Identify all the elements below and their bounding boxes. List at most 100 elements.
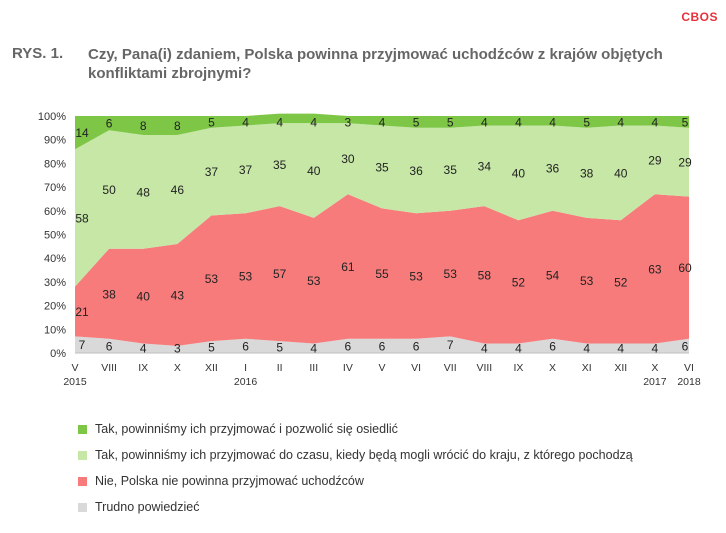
data-label: 8: [174, 119, 181, 133]
y-tick-label: 50%: [44, 230, 66, 242]
data-label: 40: [614, 166, 628, 180]
data-label: 53: [580, 274, 594, 288]
x-tick-label: II: [277, 362, 283, 374]
x-tick-label: IV: [343, 362, 353, 374]
data-label: 4: [481, 342, 488, 356]
data-label: 3: [174, 342, 181, 356]
data-label: 4: [310, 342, 317, 356]
data-label: 54: [546, 268, 560, 282]
data-label: 40: [512, 166, 526, 180]
y-tick-label: 70%: [44, 182, 66, 194]
y-tick-label: 90%: [44, 135, 66, 147]
data-label: 40: [137, 290, 151, 304]
data-label: 5: [447, 116, 454, 130]
data-label: 5: [583, 116, 590, 130]
data-label: 6: [413, 339, 420, 353]
x-tick-label: XII: [614, 362, 627, 374]
data-label: 4: [515, 342, 522, 356]
x-tick-label: IX: [138, 362, 148, 374]
data-label: 4: [549, 116, 556, 130]
data-label: 58: [75, 211, 89, 225]
data-label: 46: [171, 183, 185, 197]
data-label: 5: [682, 116, 689, 130]
data-label: 61: [341, 260, 355, 274]
data-label: 6: [379, 339, 386, 353]
data-label: 5: [276, 341, 283, 355]
legend-item: Tak, powinniśmy ich przyjmować i pozwoli…: [78, 416, 633, 442]
data-label: 5: [413, 116, 420, 130]
figure-number: RYS. 1.: [12, 45, 64, 62]
data-label: 4: [583, 342, 590, 356]
data-label: 4: [140, 342, 147, 356]
x-tick-label: XI: [582, 362, 592, 374]
legend-item: Nie, Polska nie powinna przyjmować uchod…: [78, 468, 633, 494]
data-label: 6: [106, 339, 113, 353]
series-area: [75, 336, 689, 353]
data-label: 6: [345, 339, 352, 353]
y-tick-label: 80%: [44, 158, 66, 170]
x-tick-label: VIII: [101, 362, 117, 374]
data-label: 21: [75, 305, 89, 319]
chart-legend: Tak, powinniśmy ich przyjmować i pozwoli…: [78, 416, 633, 520]
data-label: 38: [102, 287, 116, 301]
data-label: 6: [682, 339, 689, 353]
data-label: 36: [546, 162, 560, 176]
data-label: 34: [478, 159, 492, 173]
x-tick-label: V: [378, 362, 385, 374]
data-label: 37: [239, 163, 253, 177]
brand-logo: CBOS: [681, 10, 718, 24]
x-tick-label: X: [549, 362, 556, 374]
x-tick-label: VIII: [476, 362, 492, 374]
x-tick-label: X: [651, 362, 658, 374]
data-label: 4: [515, 116, 522, 130]
x-year-label: 2015: [63, 376, 87, 388]
x-tick-label: X: [174, 362, 181, 374]
x-tick-label: XII: [205, 362, 218, 374]
legend-swatch: [78, 424, 87, 434]
data-label: 5: [208, 341, 215, 355]
data-label: 29: [648, 153, 662, 167]
figure-title: Czy, Pana(i) zdaniem, Polska powinna prz…: [88, 46, 663, 82]
data-label: 55: [375, 267, 389, 281]
data-label: 52: [512, 275, 526, 289]
x-tick-label: VI: [411, 362, 421, 374]
series-area: [75, 123, 689, 287]
y-tick-label: 40%: [44, 253, 66, 265]
x-year-label: 2016: [234, 376, 258, 388]
data-label: 4: [617, 116, 624, 130]
data-label: 4: [481, 116, 488, 130]
legend-label: Trudno powiedzieć: [95, 500, 200, 514]
y-tick-label: 20%: [44, 301, 66, 313]
data-label: 7: [447, 338, 454, 352]
data-label: 38: [580, 166, 594, 180]
data-label: 6: [106, 117, 113, 131]
legend-swatch: [78, 476, 87, 486]
series-area: [75, 113, 689, 150]
data-label: 3: [345, 116, 352, 130]
data-label: 7: [79, 338, 86, 352]
data-label: 53: [205, 272, 219, 286]
x-tick-label: VII: [444, 362, 457, 374]
data-label: 4: [310, 116, 317, 130]
x-tick-label: VI: [684, 362, 694, 374]
data-label: 35: [273, 158, 287, 172]
data-label: 4: [379, 116, 386, 130]
y-tick-label: 100%: [38, 111, 66, 123]
data-label: 4: [652, 116, 659, 130]
y-tick-label: 30%: [44, 277, 66, 289]
data-label: 4: [242, 116, 249, 130]
legend-item: Tak, powinniśmy ich przyjmować do czasu,…: [78, 442, 633, 468]
data-label: 6: [549, 339, 556, 353]
data-label: 63: [648, 262, 662, 276]
x-year-label: 2018: [677, 376, 701, 388]
data-label: 53: [444, 267, 458, 281]
legend-swatch: [78, 502, 87, 512]
data-label: 43: [171, 288, 185, 302]
data-label: 29: [678, 156, 692, 170]
data-label: 14: [75, 126, 89, 140]
data-label: 30: [341, 152, 355, 166]
data-label: 48: [137, 185, 151, 199]
data-label: 5: [208, 116, 215, 130]
data-label: 53: [307, 274, 321, 288]
legend-label: Tak, powinniśmy ich przyjmować i pozwoli…: [95, 422, 398, 436]
